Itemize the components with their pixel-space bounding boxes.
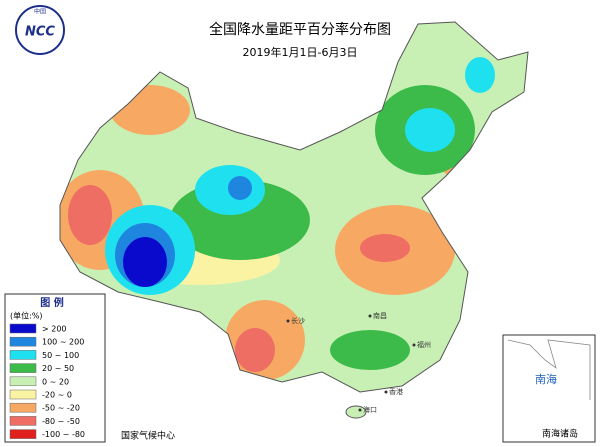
legend-label: 20 ~ 50: [42, 364, 74, 373]
city-dot: [286, 319, 290, 323]
legend-title: 图 例: [40, 296, 63, 309]
logo-text: NCC: [25, 25, 55, 40]
city-label: 南昌: [373, 311, 387, 320]
legend-label: -80 ~ -50: [42, 417, 80, 426]
legend-swatch: [9, 363, 37, 373]
legend-unit: (单位:%): [10, 311, 43, 321]
legend-label: -20 ~ 0: [42, 391, 72, 400]
legend-swatch: [9, 429, 37, 439]
inset-coast: [507, 339, 591, 400]
inset-box: [502, 334, 596, 443]
inset-sea: 南海: [535, 372, 557, 386]
legend-swatch: [9, 336, 37, 347]
city-dot: [368, 314, 372, 318]
city-dot: [358, 408, 362, 412]
legend-swatch: [9, 416, 37, 426]
subtitle: 2019年1月1日-6月3日: [243, 45, 358, 59]
legend-label: 100 ~ 200: [42, 338, 84, 347]
legend-swatch: [9, 376, 37, 387]
legend-label: 50 ~ 100: [42, 351, 79, 360]
city-dot: [384, 390, 388, 394]
border: [59, 21, 529, 393]
legend-swatch: [9, 323, 37, 334]
logo-ring: [15, 5, 65, 55]
legend-swatch: [9, 402, 37, 413]
legend-label: -100 ~ -80: [42, 430, 85, 439]
legend-swatch: [9, 350, 37, 360]
title: 全国降水量距平百分率分布图: [209, 21, 391, 38]
inset-islands: 南海诸岛: [542, 428, 578, 440]
legend-label: > 200: [42, 325, 67, 334]
logo: 中国 NCC: [15, 5, 65, 55]
city-dot: [412, 343, 416, 347]
legend-items: > 200 100 ~ 200 50 ~ 100 20 ~ 50 0 ~ 20 -20 ~…: [9, 323, 85, 439]
legend-label: 0 ~ 20: [42, 377, 69, 386]
city-label: 福州: [417, 340, 431, 349]
footer: 国家气候中心: [121, 430, 175, 442]
legend-label: -50 ~ -20: [42, 404, 80, 413]
city-label: 长沙: [291, 316, 305, 325]
logo-top: 中国: [34, 8, 46, 16]
legend-swatch: [9, 389, 37, 400]
city-label: 海口: [363, 405, 377, 414]
city-label: 香港: [389, 387, 403, 396]
